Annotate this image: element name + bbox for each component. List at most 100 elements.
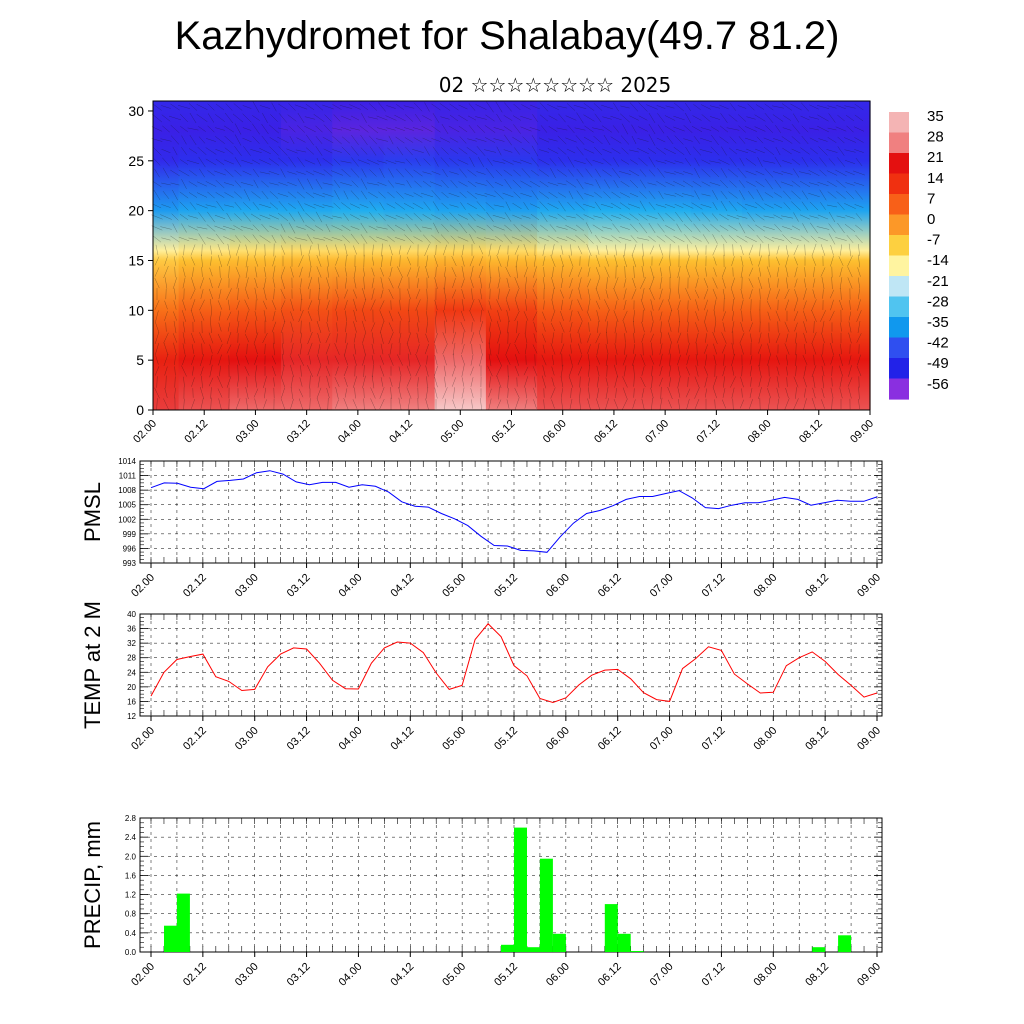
y-tick-label: 0.4	[125, 929, 137, 938]
colorbar-swatch	[889, 358, 909, 380]
x-tick-label: 03.12	[285, 961, 313, 989]
colorbar-swatch	[889, 276, 909, 298]
grid-lines	[140, 818, 882, 952]
colorbar-label: 7	[927, 190, 935, 207]
x-tick-label: 03.00	[233, 961, 261, 989]
x-tick-label: 03.00	[233, 725, 261, 753]
x-tick-label: 05.00	[438, 418, 466, 446]
y-tick-label: 36	[127, 625, 136, 634]
y-tick-label: 32	[127, 639, 136, 648]
x-tick-label: 09.00	[855, 725, 883, 753]
y-tick-label: 40	[127, 610, 136, 619]
colorbar-label: -14	[927, 252, 949, 269]
x-tick-label: 02.12	[181, 572, 209, 600]
x-tick-label: 04.12	[387, 418, 415, 446]
heatmap-column	[229, 101, 282, 410]
colorbar-swatch	[889, 255, 909, 277]
x-tick-label: 08.00	[751, 572, 779, 600]
precip-bar	[617, 933, 631, 952]
grid-lines	[140, 614, 882, 716]
precip-chart: 0.0 0.4 0.8 1.2 1.6 2.0 2.4 2.8 02.00 02.12 03.00 0…	[80, 814, 883, 989]
x-tick-label: 04.12	[388, 725, 416, 753]
x-tick-label: 07.12	[695, 418, 723, 446]
y-tick-label: 20	[127, 683, 136, 692]
x-tick-label: 06.12	[596, 725, 624, 753]
x-tick-label: 03.12	[285, 418, 313, 446]
heatmap-column	[537, 101, 589, 410]
x-tick-label: 06.00	[544, 572, 572, 600]
precip-bar	[539, 858, 553, 952]
x-tick-label: 04.00	[336, 418, 364, 446]
heatmap-column	[383, 101, 436, 410]
colorbar-swatch	[889, 235, 909, 257]
x-tick-label: 06.00	[541, 418, 569, 446]
y-tick-label: 1.6	[125, 871, 137, 880]
x-tick-label: 07.00	[643, 418, 671, 446]
y-tick-label: 2.8	[125, 814, 137, 823]
temperature-colorbar: 35 28 21 14 7 0 -7 -14 -21 -28 -35 -42 -49 -56	[889, 108, 949, 400]
y-tick-label: 999	[123, 530, 137, 539]
x-tick-label: 03.00	[234, 418, 262, 446]
colorbar-label: 14	[927, 170, 944, 187]
colorbar-label: -7	[927, 232, 940, 249]
precip-bar	[812, 947, 826, 952]
x-tick-label: 02.00	[129, 725, 157, 753]
y-tick-label: 996	[123, 544, 137, 553]
colorbar-label: -49	[927, 355, 949, 372]
heatmap-column	[793, 101, 845, 410]
precip-bar	[604, 904, 618, 952]
x-tick-label: 07.12	[700, 725, 728, 753]
x-tick-label: 08.00	[751, 961, 779, 989]
y-tick-label: 2.4	[125, 833, 137, 842]
x-tick-label: 06.12	[592, 418, 620, 446]
x-tick-label: 08.00	[746, 418, 774, 446]
heatmap-column	[332, 101, 385, 410]
colorbar-label: -35	[927, 314, 949, 331]
x-tick-label: 05.12	[492, 961, 520, 989]
precip-bar	[514, 827, 527, 952]
x-tick-label: 04.00	[337, 572, 365, 600]
temp-series-line	[150, 623, 878, 704]
y-tick-label: 10	[128, 302, 144, 318]
precip-bar	[630, 951, 644, 952]
colorbar-swatch	[889, 296, 909, 318]
y-tick-label: 1005	[118, 501, 136, 510]
x-tick-label: 03.12	[285, 725, 313, 753]
heatmap-column	[281, 101, 333, 410]
colorbar-swatch	[889, 153, 909, 175]
x-tick-label: 09.00	[848, 418, 876, 446]
x-tick-label: 05.00	[440, 725, 468, 753]
precip-bar	[176, 893, 190, 952]
x-tick-label: 06.12	[596, 572, 624, 600]
y-tick-label: 1014	[118, 457, 136, 466]
heatmap-column	[741, 101, 794, 410]
colorbar-swatch	[889, 378, 909, 400]
colorbar-swatch	[889, 132, 909, 154]
colorbar-swatch	[889, 173, 909, 195]
y-tick-label: 1002	[118, 515, 136, 524]
precip-bar	[527, 947, 540, 952]
x-tick-label: 02.12	[181, 725, 209, 753]
x-tick-label: 04.00	[337, 961, 365, 989]
x-tick-label: 09.00	[855, 572, 883, 600]
y-tick-label: 5	[136, 352, 144, 368]
y-axis-title: PMSL	[80, 482, 105, 542]
x-tick-label: 08.00	[751, 725, 779, 753]
precip-bar	[552, 933, 566, 952]
colorbar-label: -21	[927, 273, 949, 290]
y-tick-label: 20	[128, 203, 144, 219]
x-tick-label: 06.12	[596, 961, 624, 989]
panel-frame	[139, 817, 883, 953]
x-tick-label: 09.00	[855, 961, 883, 989]
y-tick-label: 2.0	[125, 852, 137, 861]
x-tick-label: 08.12	[797, 418, 825, 446]
colorbar-swatch	[889, 112, 909, 134]
heatmap-column	[434, 101, 487, 410]
y-tick-label: 15	[128, 252, 144, 268]
y-tick-label: 1011	[119, 472, 137, 481]
x-tick-label: 04.00	[337, 725, 365, 753]
y-axis-title: PRECIP, mm	[80, 821, 105, 949]
x-tick-label: 08.12	[803, 572, 831, 600]
y-tick-label: 993	[123, 559, 137, 568]
